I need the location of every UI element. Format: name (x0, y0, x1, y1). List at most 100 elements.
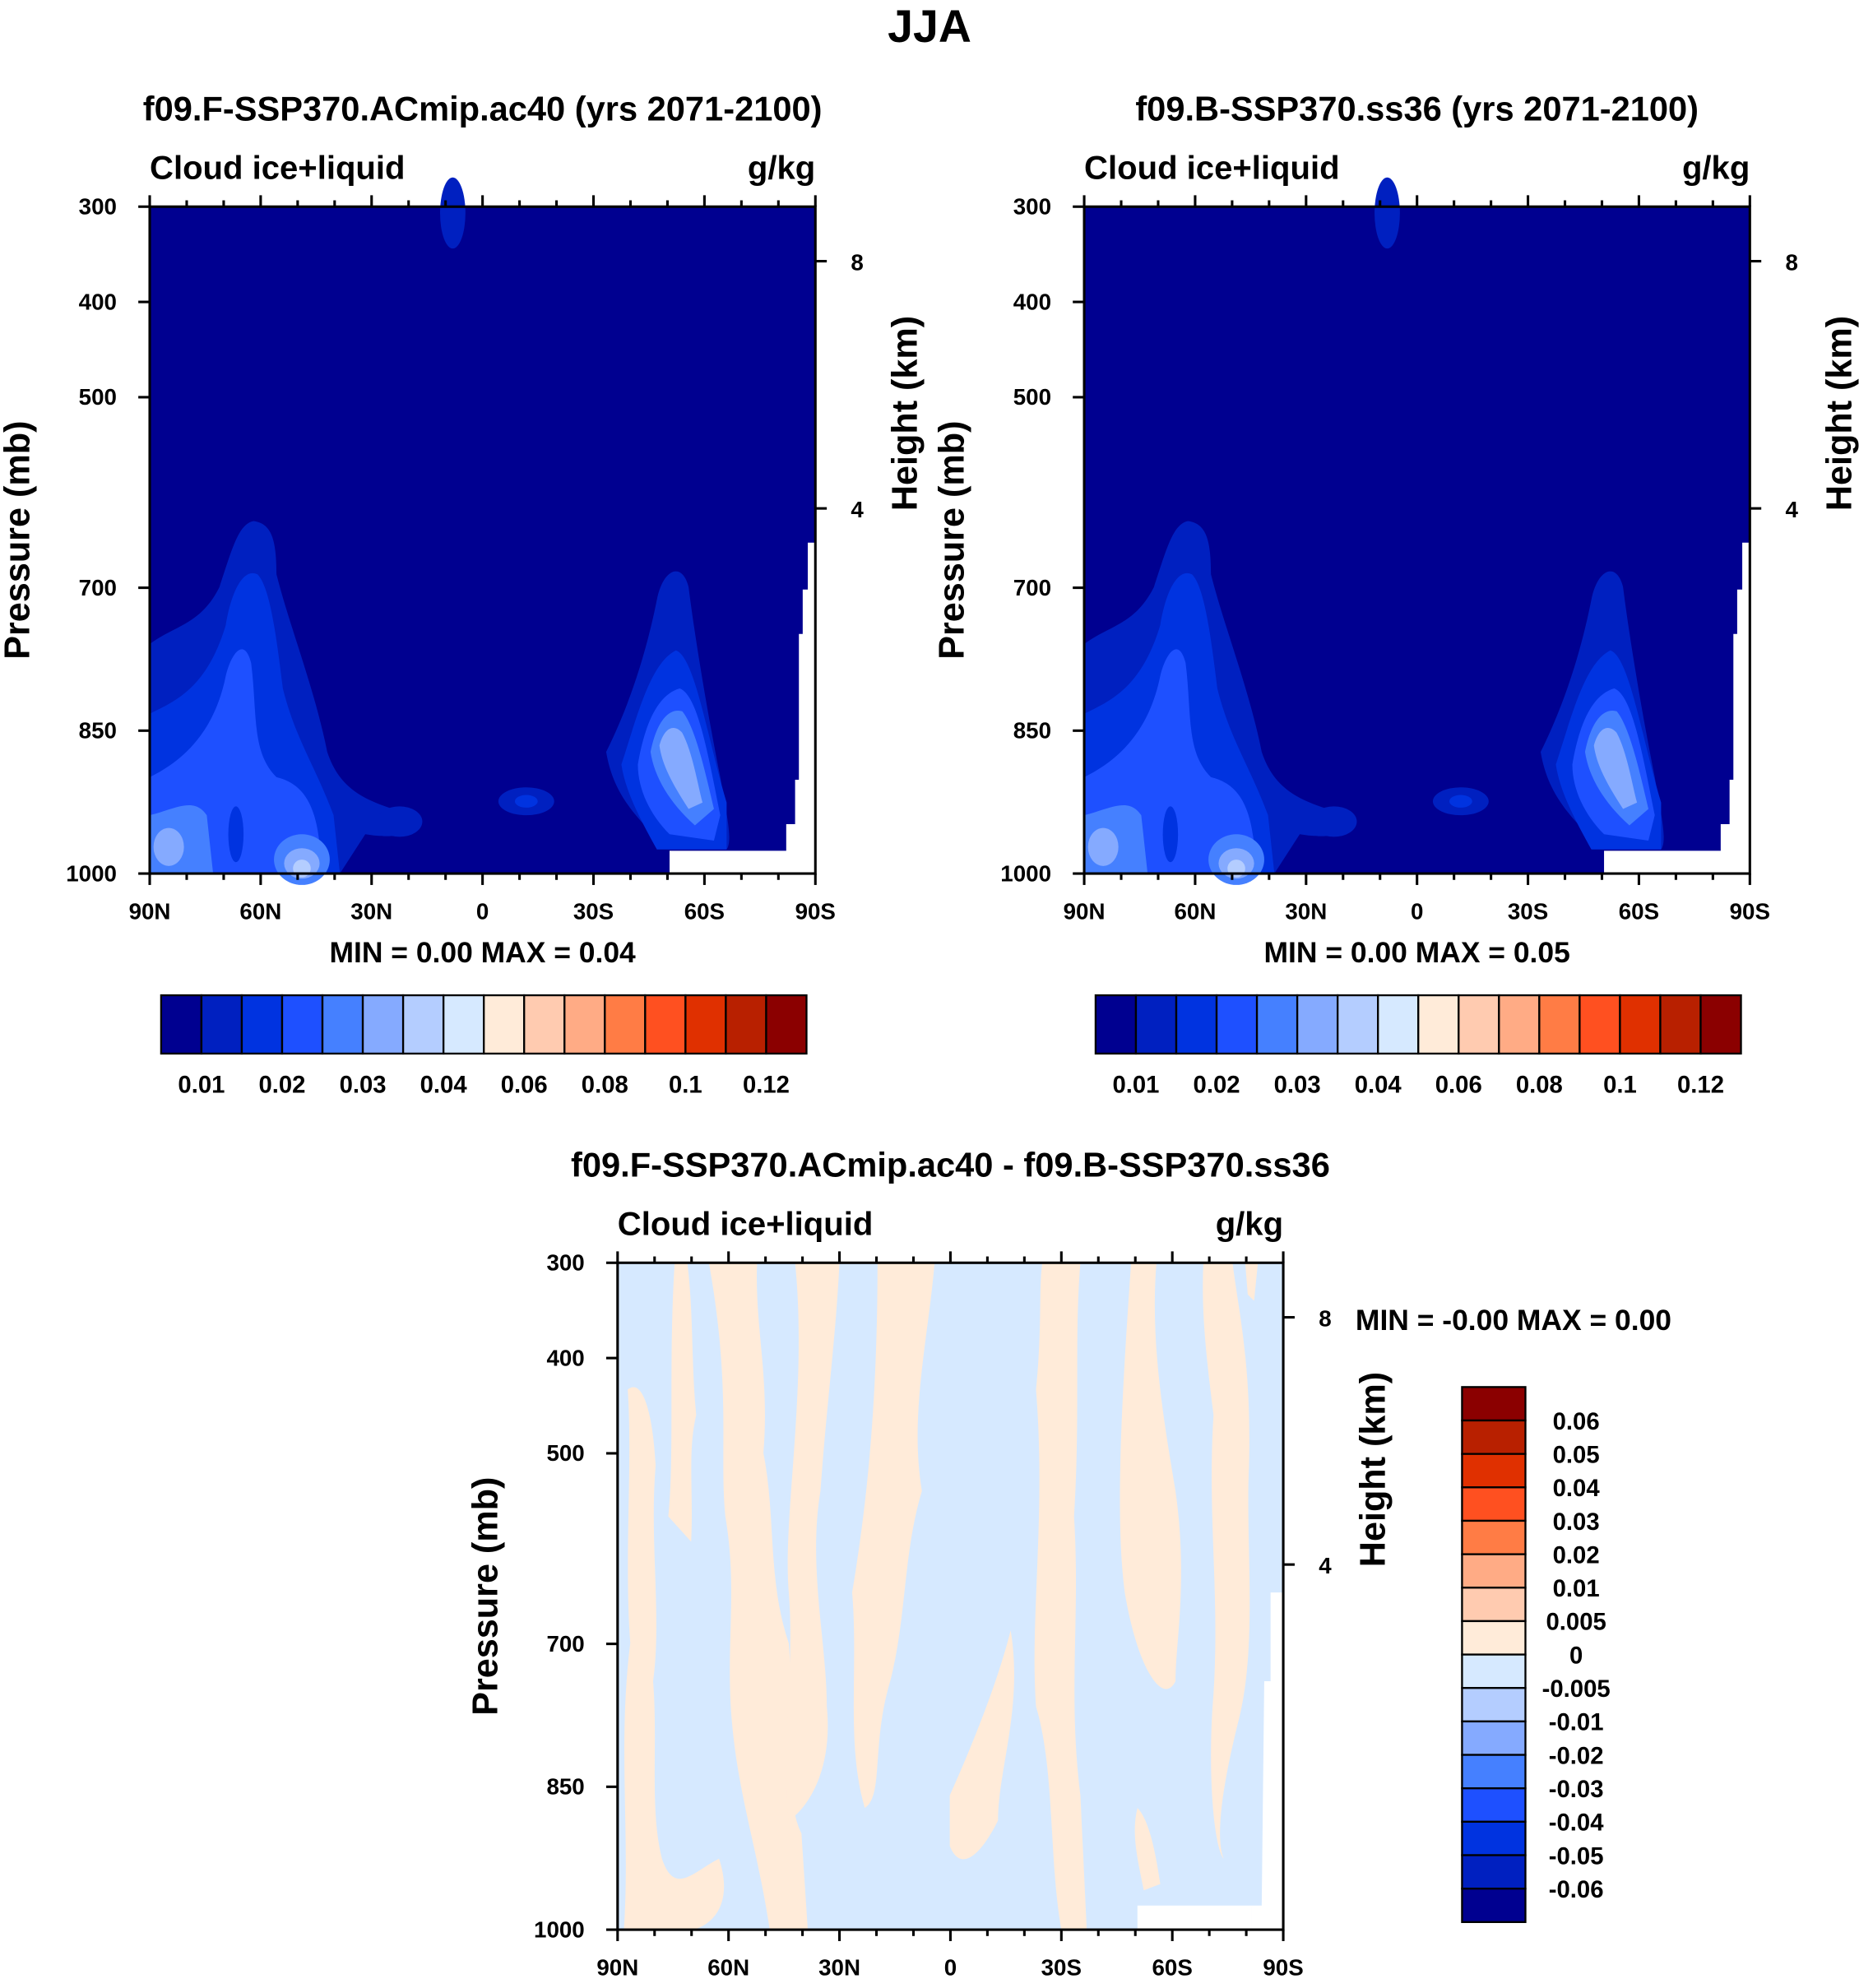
colorbar-label: -0.03 (1549, 1776, 1604, 1803)
colorbar-label: -0.05 (1549, 1842, 1604, 1870)
colorbar-box (1461, 1687, 1527, 1723)
units-label: g/kg (1682, 150, 1750, 186)
colorbar-label: 0.1 (1603, 1072, 1637, 1099)
colorbar-box (1619, 994, 1662, 1055)
y-tick-label: 500 (546, 1440, 584, 1466)
colorbar-box (240, 994, 284, 1055)
colorbar-box (604, 994, 647, 1055)
colorbar-box (1175, 994, 1218, 1055)
colorbar-box (1461, 1486, 1527, 1522)
y-tick-label: 1000 (534, 1916, 585, 1942)
variable-label: Cloud ice+liquid (618, 1206, 874, 1242)
colorbar-label: -0.01 (1549, 1709, 1604, 1736)
colorbar-label: 0.04 (1553, 1475, 1601, 1502)
y-tick-label: 300 (1013, 194, 1051, 220)
colorbar-box (1461, 1787, 1527, 1823)
min-max-stats: MIN = 0.00 MAX = 0.04 (329, 936, 636, 969)
colorbar-label: 0.03 (1553, 1508, 1600, 1536)
units-label: g/kg (748, 150, 815, 186)
y-tick-label: 1000 (1000, 860, 1051, 886)
colorbar-box (1579, 994, 1621, 1055)
min-max-stats: MIN = -0.00 MAX = 0.00 (1356, 1304, 1671, 1337)
x-tick-label: 90S (1263, 1955, 1303, 1981)
colorbar-box (1461, 1386, 1527, 1422)
colorbar-box (1461, 1854, 1527, 1890)
colorbar-box (1461, 1820, 1527, 1856)
colorbar-label: 0.04 (420, 1072, 468, 1099)
colorbar-label: 0.01 (1553, 1575, 1600, 1602)
colorbar-label: 0.03 (340, 1072, 387, 1099)
colorbar-box (765, 994, 808, 1055)
colorbar-box (1461, 1519, 1527, 1555)
contour-field (150, 177, 816, 885)
contour-field (1084, 177, 1750, 885)
height-tick-label: 8 (1785, 249, 1797, 275)
colorbar-box (1296, 994, 1339, 1055)
colorbar-label: 0.01 (1112, 1072, 1159, 1099)
colorbar-label: 0.06 (501, 1072, 548, 1099)
colorbar-label: 0.005 (1546, 1609, 1606, 1636)
y-tick-label: 500 (79, 384, 117, 410)
y-axis-label-right: Height (km) (1353, 1372, 1393, 1567)
colorbar-box (1498, 994, 1541, 1055)
colorbar-box (1458, 994, 1500, 1055)
colorbar-box (725, 994, 767, 1055)
colorbar-label: 0.12 (1677, 1072, 1724, 1099)
colorbar-box (200, 994, 243, 1055)
y-axis-label: Pressure (mb) (0, 421, 38, 660)
x-tick-label: 60S (1619, 899, 1659, 924)
colorbar-label: 0.01 (178, 1072, 225, 1099)
colorbar-box (1336, 994, 1379, 1055)
colorbar: 0.01 0.02 0.03 0.04 0.06 0.08 0.1 0.12 (1094, 994, 1742, 1099)
y-tick-label: 400 (546, 1345, 584, 1370)
colorbar-box (1461, 1553, 1527, 1589)
colorbar-box (1461, 1653, 1527, 1689)
colorbar-label: 0.06 (1553, 1408, 1600, 1435)
x-tick-label: 0 (944, 1955, 957, 1981)
colorbar-label: 0.06 (1435, 1072, 1482, 1099)
variable-label: Cloud ice+liquid (150, 150, 406, 186)
y-tick-label: 300 (546, 1250, 584, 1276)
colorbar-box (1699, 994, 1742, 1055)
y-tick-label: 850 (79, 718, 117, 744)
y-tick-label: 400 (1013, 289, 1051, 314)
y-tick-label: 400 (79, 289, 117, 314)
colorbar-label: 0.1 (669, 1072, 702, 1099)
colorbar-box (1134, 994, 1178, 1055)
x-tick-label: 90S (1730, 899, 1770, 924)
colorbar-label: 0.12 (743, 1072, 790, 1099)
x-tick-label: 60N (707, 1955, 749, 1981)
colorbar-box (1461, 1620, 1527, 1656)
colorbar-box (1255, 994, 1299, 1055)
colorbar-box (442, 994, 485, 1055)
colorbar-box (1377, 994, 1420, 1055)
x-tick-label: 90N (129, 899, 171, 924)
panel-difference: f09.F-SSP370.ACmip.ac40 - f09.B-SSP370.s… (466, 1145, 1671, 1980)
x-tick-label: 60S (684, 899, 725, 924)
height-tick-label: 4 (1319, 1553, 1332, 1578)
y-tick-label: 300 (79, 194, 117, 220)
colorbar-label: 0.08 (1516, 1072, 1563, 1099)
panel-title: f09.B-SSP370.ss36 (yrs 2071-2100) (1135, 89, 1699, 127)
y-tick-label: 500 (1013, 384, 1051, 410)
colorbar-box (644, 994, 687, 1055)
colorbar-box (361, 994, 405, 1055)
x-tick-label: 30S (1508, 899, 1548, 924)
y-tick-label: 700 (546, 1631, 584, 1657)
colorbar-box (1461, 1419, 1527, 1455)
colorbar-label: 0.02 (259, 1072, 306, 1099)
x-tick-label: 30N (818, 1955, 860, 1981)
x-tick-label: 30N (1285, 899, 1327, 924)
colorbar-box (523, 994, 566, 1055)
colorbar-box (1215, 994, 1259, 1055)
y-tick-label: 850 (546, 1774, 584, 1800)
colorbar: 0.06 0.05 0.04 0.03 0.02 0.01 0.005 0 -0.005 -0.0… (1461, 1386, 1611, 1924)
colorbar-box (684, 994, 727, 1055)
x-tick-label: 90N (1064, 899, 1106, 924)
x-tick-label: 30S (573, 899, 614, 924)
colorbar-box (1094, 994, 1138, 1055)
colorbar-box (563, 994, 606, 1055)
y-axis-label-right: Height (km) (1820, 316, 1859, 511)
units-label: g/kg (1216, 1206, 1283, 1242)
